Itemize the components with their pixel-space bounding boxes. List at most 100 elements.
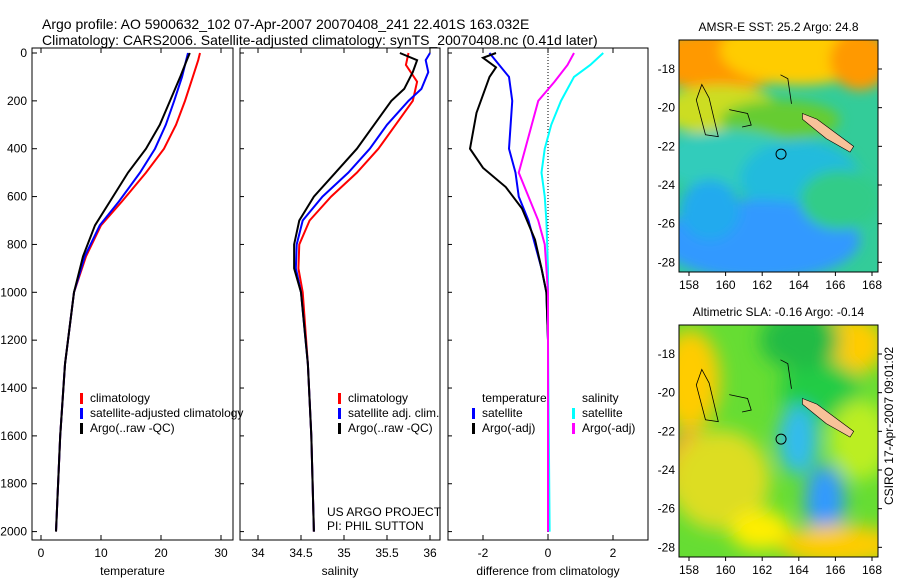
series-line-satellite-adjusted <box>55 52 189 532</box>
lon-tick-label: 162 <box>752 563 772 577</box>
lat-tick-label: -26 <box>658 217 676 231</box>
temperature-axes-box <box>31 47 234 541</box>
series-line-temp-Argo <box>468 52 549 532</box>
series-line-sal-Argo <box>517 52 575 532</box>
y-tick-label: 1000 <box>0 285 27 299</box>
lat-tick-label: -24 <box>658 178 676 192</box>
lon-tick-label: 158 <box>679 563 699 577</box>
land-new-caledonia <box>802 113 855 153</box>
legend-swatch <box>572 408 575 419</box>
map-field <box>679 40 878 272</box>
map-field <box>679 325 878 557</box>
lon-tick-label: 164 <box>789 278 809 292</box>
difference-xlabel: difference from climatology <box>476 564 619 578</box>
sst-map-title: AMSR-E SST: 25.2 Argo: 24.8 <box>698 20 858 34</box>
legend-swatch <box>338 408 341 419</box>
x-tick-label: 34 <box>251 546 265 560</box>
y-tick-label: 0 <box>20 46 27 60</box>
temperature-legend-item: satellite-adjusted climatology <box>90 406 243 420</box>
y-tick-label: 1600 <box>0 429 27 443</box>
x-tick-label: 20 <box>154 546 168 560</box>
lon-tick-label: 168 <box>862 563 882 577</box>
lat-tick-label: -28 <box>658 540 676 554</box>
sla-map <box>678 324 879 558</box>
legend-swatch <box>572 423 575 434</box>
legend-swatch <box>80 408 83 419</box>
salinity-xlabel: salinity <box>322 564 359 578</box>
diff-legend-salinity-title: salinity <box>582 391 619 405</box>
x-tick-label: 0 <box>545 546 552 560</box>
legend-swatch <box>338 423 341 434</box>
salinity-axes-box <box>239 47 441 541</box>
temperature-legend-item: Argo(..raw -QC) <box>90 421 175 435</box>
lat-tick-label: -26 <box>658 502 676 516</box>
salinity-legend-item: satellite adj. clim. <box>348 406 439 420</box>
lat-tick-label: -18 <box>658 62 676 76</box>
lon-tick-label: 164 <box>789 563 809 577</box>
x-tick-label: 36 <box>423 546 437 560</box>
reef-contour <box>780 359 792 389</box>
y-tick-label: 600 <box>7 190 27 204</box>
series-line-climatology <box>55 52 201 532</box>
argo-float-marker <box>775 433 787 445</box>
land-new-caledonia <box>802 398 855 438</box>
y-tick-label: 1200 <box>0 333 27 347</box>
x-tick-label: 34.5 <box>289 546 313 560</box>
reef-contour <box>729 109 752 128</box>
title-line-1: Argo profile: AO 5900632_102 07-Apr-2007… <box>42 16 530 32</box>
y-tick-label: 1800 <box>0 477 27 491</box>
reef-contour <box>780 74 792 104</box>
x-tick-label: 35 <box>337 546 351 560</box>
lat-tick-label: -24 <box>658 463 676 477</box>
reef-contour <box>695 83 719 138</box>
lon-tick-label: 166 <box>825 278 845 292</box>
diff-legend-temperature-title: temperature <box>482 391 547 405</box>
argo-float-marker <box>775 148 787 160</box>
lat-tick-label: -18 <box>658 347 676 361</box>
map-frame <box>678 39 879 273</box>
diff-temperature-legend-item: satellite <box>482 406 523 420</box>
salinity-legend-item: Argo(..raw -QC) <box>348 421 433 435</box>
series-line-Argo <box>55 52 191 532</box>
legend-swatch <box>472 408 475 419</box>
sla-map-title: Altimetric SLA: -0.16 Argo: -0.14 <box>693 305 865 319</box>
legend-swatch <box>80 423 83 434</box>
y-tick-label: 400 <box>7 142 27 156</box>
lat-tick-label: -20 <box>658 101 676 115</box>
lat-tick-label: -22 <box>658 139 676 153</box>
temperature-legend-item: climatology <box>90 391 150 405</box>
y-tick-label: 200 <box>7 94 27 108</box>
legend-swatch <box>338 393 341 404</box>
lat-tick-label: -28 <box>658 255 676 269</box>
x-tick-label: -2 <box>478 546 489 560</box>
pi-label: PI: PHIL SUTTON <box>327 519 424 533</box>
lon-tick-label: 168 <box>862 278 882 292</box>
y-tick-label: 800 <box>7 237 27 251</box>
y-tick-label: 2000 <box>0 525 27 539</box>
x-tick-label: 10 <box>94 546 108 560</box>
sst-map <box>678 39 879 273</box>
lon-tick-label: 160 <box>716 278 736 292</box>
title-line-2: Climatology: CARS2006. Satellite-adjuste… <box>42 32 598 48</box>
diff-salinity-legend-item: satellite <box>582 406 623 420</box>
credit-label: CSIRO 17-Apr-2007 09:01:02 <box>882 347 896 505</box>
lon-tick-label: 160 <box>716 563 736 577</box>
x-tick-label: 30 <box>214 546 228 560</box>
series-line-Argo <box>293 52 419 532</box>
lon-tick-label: 166 <box>825 563 845 577</box>
lon-tick-label: 158 <box>679 278 699 292</box>
lat-tick-label: -20 <box>658 386 676 400</box>
legend-swatch <box>80 393 83 404</box>
reef-contour <box>695 368 719 423</box>
diff-salinity-legend-item: Argo(-adj) <box>582 421 635 435</box>
salinity-legend-item: climatology <box>348 391 408 405</box>
series-line-sal-satellite <box>540 52 604 532</box>
series-line-satellite-adj- <box>294 52 431 532</box>
temperature-xlabel: temperature <box>100 564 165 578</box>
diff-temperature-legend-item: Argo(-adj) <box>482 421 535 435</box>
lat-tick-label: -22 <box>658 424 676 438</box>
series-line-temp-satellite <box>488 52 549 532</box>
legend-swatch <box>472 423 475 434</box>
